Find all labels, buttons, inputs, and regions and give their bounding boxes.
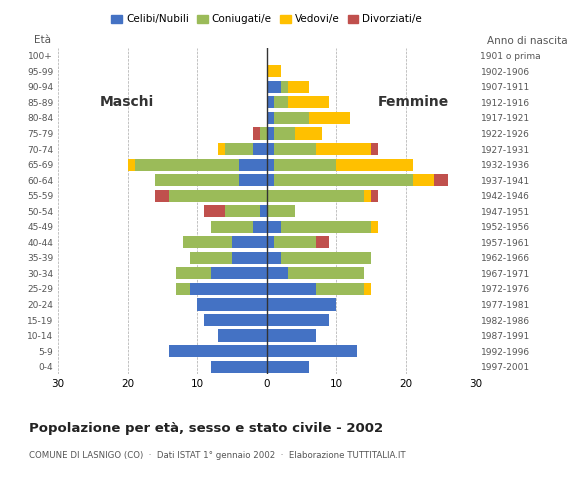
Bar bbox=[267, 283, 316, 295]
Bar bbox=[169, 345, 267, 357]
Bar bbox=[267, 190, 364, 202]
Bar bbox=[267, 143, 274, 155]
Bar bbox=[364, 283, 371, 295]
Bar bbox=[232, 252, 267, 264]
Bar bbox=[267, 81, 281, 93]
Bar bbox=[371, 221, 378, 233]
Bar bbox=[190, 283, 267, 295]
Bar bbox=[155, 174, 239, 186]
Bar bbox=[267, 221, 281, 233]
Bar bbox=[211, 360, 267, 372]
Bar bbox=[225, 143, 253, 155]
Text: Maschi: Maschi bbox=[100, 96, 154, 109]
Bar bbox=[371, 190, 378, 202]
Bar bbox=[239, 158, 267, 170]
Bar bbox=[267, 158, 274, 170]
Bar bbox=[176, 283, 190, 295]
Bar bbox=[197, 299, 267, 311]
Bar bbox=[155, 190, 169, 202]
Bar bbox=[267, 65, 281, 77]
Bar bbox=[135, 158, 239, 170]
Bar bbox=[434, 174, 448, 186]
Bar bbox=[288, 81, 309, 93]
Bar bbox=[274, 158, 336, 170]
Text: Anno di nascita: Anno di nascita bbox=[487, 36, 568, 46]
Legend: Celibi/Nubili, Coniugati/e, Vedovi/e, Divorziati/e: Celibi/Nubili, Coniugati/e, Vedovi/e, Di… bbox=[107, 10, 426, 28]
Bar bbox=[204, 205, 225, 217]
Bar bbox=[413, 174, 434, 186]
Bar bbox=[190, 252, 232, 264]
Bar bbox=[364, 190, 371, 202]
Bar bbox=[274, 96, 288, 108]
Bar bbox=[316, 143, 371, 155]
Bar bbox=[267, 112, 274, 124]
Bar bbox=[274, 174, 413, 186]
Bar bbox=[267, 236, 274, 248]
Bar bbox=[281, 221, 371, 233]
Bar bbox=[267, 96, 274, 108]
Text: Femmine: Femmine bbox=[378, 96, 450, 109]
Bar bbox=[204, 314, 267, 326]
Bar bbox=[211, 221, 253, 233]
Bar bbox=[128, 158, 135, 170]
Bar bbox=[169, 190, 267, 202]
Bar bbox=[253, 143, 267, 155]
Bar bbox=[232, 236, 267, 248]
Bar bbox=[316, 283, 364, 295]
Bar bbox=[267, 252, 281, 264]
Bar bbox=[267, 314, 329, 326]
Bar bbox=[267, 299, 336, 311]
Bar bbox=[260, 127, 267, 140]
Bar bbox=[267, 329, 316, 342]
Bar bbox=[267, 127, 274, 140]
Bar bbox=[274, 143, 316, 155]
Bar bbox=[288, 96, 329, 108]
Text: Popolazione per età, sesso e stato civile - 2002: Popolazione per età, sesso e stato civil… bbox=[29, 422, 383, 435]
Bar bbox=[253, 127, 260, 140]
Bar bbox=[267, 345, 357, 357]
Bar bbox=[267, 174, 274, 186]
Bar bbox=[295, 127, 322, 140]
Bar bbox=[281, 252, 371, 264]
Bar bbox=[274, 127, 295, 140]
Bar bbox=[267, 267, 288, 279]
Bar bbox=[267, 360, 309, 372]
Bar bbox=[239, 174, 267, 186]
Bar bbox=[225, 205, 260, 217]
Bar bbox=[288, 267, 364, 279]
Bar bbox=[309, 112, 350, 124]
Bar bbox=[211, 267, 267, 279]
Text: COMUNE DI LASNIGO (CO)  ·  Dati ISTAT 1° gennaio 2002  ·  Elaborazione TUTTITALI: COMUNE DI LASNIGO (CO) · Dati ISTAT 1° g… bbox=[29, 451, 405, 460]
Bar bbox=[176, 267, 211, 279]
Text: Età: Età bbox=[34, 35, 51, 45]
Bar bbox=[371, 143, 378, 155]
Bar bbox=[267, 205, 295, 217]
Bar bbox=[274, 112, 309, 124]
Bar bbox=[260, 205, 267, 217]
Bar bbox=[218, 143, 225, 155]
Bar bbox=[274, 236, 316, 248]
Bar bbox=[281, 81, 288, 93]
Bar bbox=[183, 236, 232, 248]
Bar bbox=[218, 329, 267, 342]
Bar bbox=[336, 158, 413, 170]
Bar bbox=[253, 221, 267, 233]
Bar bbox=[316, 236, 329, 248]
